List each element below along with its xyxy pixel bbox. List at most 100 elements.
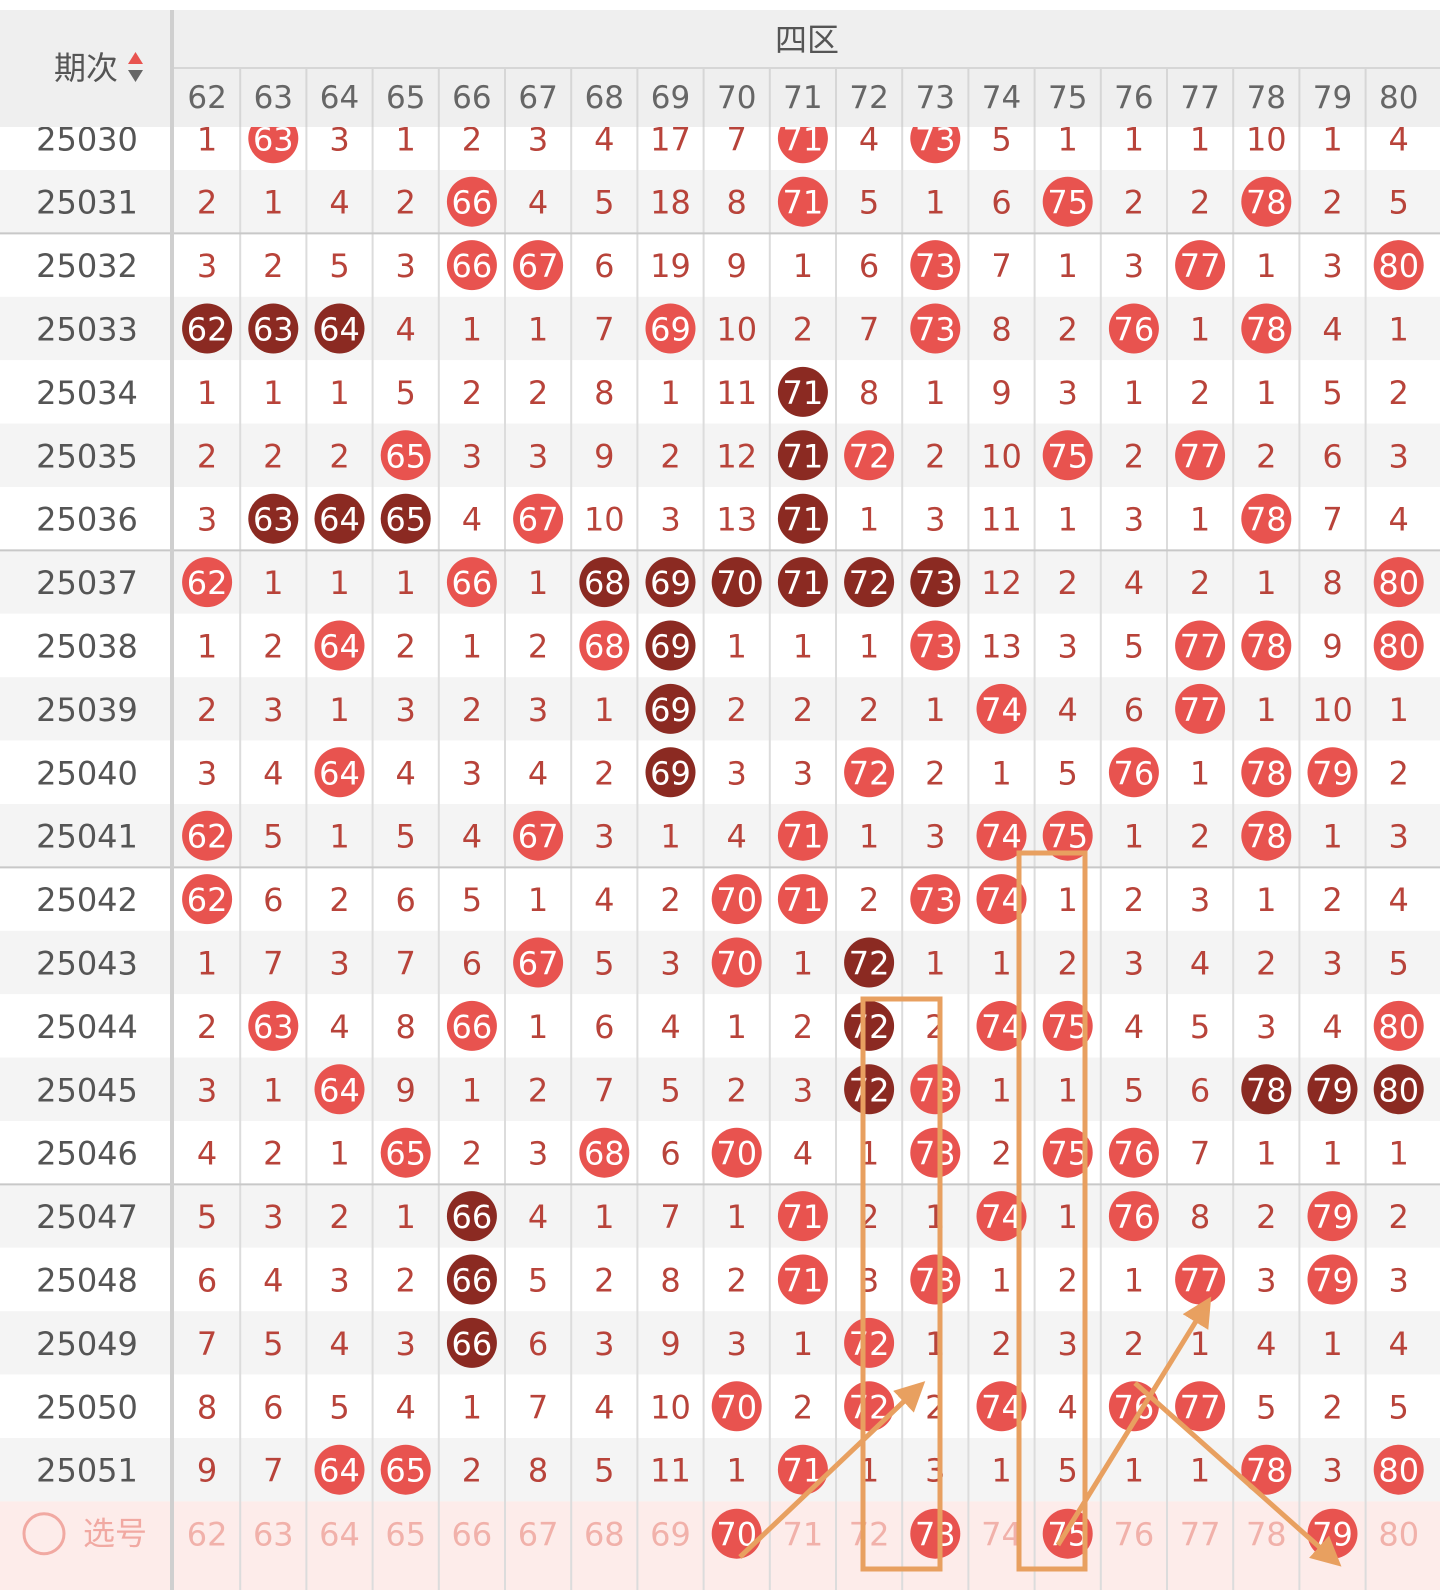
- cell-number: 13: [716, 501, 757, 539]
- cell-number: 7: [263, 945, 283, 983]
- cell-number: 4: [594, 120, 614, 158]
- cell-number: 3: [396, 1325, 416, 1363]
- ball-number: 78: [1246, 1071, 1287, 1109]
- period: 25048: [36, 1262, 138, 1300]
- column-header: 80: [1379, 80, 1418, 116]
- ball: [314, 620, 365, 671]
- period: 25037: [36, 564, 138, 602]
- cell-number: 2: [1389, 754, 1409, 792]
- ball-number: 69: [650, 691, 691, 729]
- cell-number: 65: [385, 1516, 426, 1554]
- column-header: 62: [187, 80, 226, 116]
- ball-number: 72: [849, 1008, 890, 1046]
- ball-number: 71: [783, 818, 824, 856]
- cell-number: 2: [462, 1135, 482, 1173]
- cell-number: 1: [727, 1008, 747, 1046]
- cell-number: 2: [1190, 818, 1210, 856]
- ball: [1373, 240, 1424, 291]
- cell-number: 8: [859, 374, 879, 412]
- cell-number: 5: [1389, 1388, 1409, 1426]
- period: 25039: [36, 691, 138, 729]
- ball: [182, 810, 233, 861]
- column-header: 70: [717, 80, 756, 116]
- ball-number: 72: [849, 564, 890, 602]
- cell-number: 3: [727, 1325, 747, 1363]
- cell-number: 7: [1190, 1135, 1210, 1173]
- ball: [711, 1127, 762, 1178]
- cell-number: 9: [727, 247, 747, 285]
- cell-number: 2: [1322, 184, 1342, 222]
- cell-number: 62: [187, 1516, 228, 1554]
- ball-number: 63: [253, 501, 294, 539]
- ball: [1108, 1191, 1159, 1242]
- cell-number: 1: [594, 691, 614, 729]
- cell-number: 3: [859, 1262, 879, 1300]
- period: 25051: [36, 1452, 138, 1490]
- ball: [446, 557, 497, 608]
- ball-number: 71: [783, 881, 824, 919]
- cell-number: 13: [981, 628, 1022, 666]
- cell-number: 3: [1058, 374, 1078, 412]
- ball-number: 66: [452, 247, 493, 285]
- cell-number: 1: [1322, 818, 1342, 856]
- cell-number: 8: [1322, 564, 1342, 602]
- sort-up: [128, 52, 143, 64]
- ball-number: 62: [187, 564, 228, 602]
- cell-number: 1: [1256, 247, 1276, 285]
- cell-number: 9: [1322, 628, 1342, 666]
- cell-number: 1: [462, 311, 482, 349]
- ball: [1175, 240, 1226, 291]
- cell-number: 2: [197, 1008, 217, 1046]
- ball: [910, 303, 961, 354]
- cell-number: 8: [727, 184, 747, 222]
- ball: [711, 557, 762, 608]
- column-header: 63: [254, 80, 293, 116]
- cell-number: 3: [1058, 1325, 1078, 1363]
- ball: [910, 620, 961, 671]
- cell-number: 5: [1058, 754, 1078, 792]
- cell-number: 2: [197, 437, 217, 475]
- cell-number: 5: [1124, 1071, 1144, 1109]
- cell-number: 1: [1124, 120, 1144, 158]
- period: 25046: [36, 1135, 138, 1173]
- cell-number: 1: [925, 1198, 945, 1236]
- ball: [513, 937, 564, 988]
- cell-number: 18: [650, 184, 691, 222]
- cell-number: 1: [1124, 1452, 1144, 1490]
- ball-number: 64: [319, 501, 360, 539]
- cell-number: 2: [727, 691, 747, 729]
- ball-number: 77: [1180, 247, 1221, 285]
- cell-number: 3: [1190, 881, 1210, 919]
- ball: [182, 557, 233, 608]
- cell-number: 1: [197, 945, 217, 983]
- ball-number: 75: [1047, 1516, 1088, 1554]
- ball-number: 62: [187, 881, 228, 919]
- column-header: 79: [1313, 80, 1352, 116]
- cell-number: 2: [329, 1198, 349, 1236]
- cell-number: 6: [197, 1262, 217, 1300]
- cell-number: 8: [1190, 1198, 1210, 1236]
- cell-number: 7: [594, 311, 614, 349]
- ball: [314, 747, 365, 798]
- ball-number: 65: [385, 501, 426, 539]
- ball-number: 72: [849, 1325, 890, 1363]
- cell-number: 6: [859, 247, 879, 285]
- ball: [910, 557, 961, 608]
- ball-number: 80: [1378, 1452, 1419, 1490]
- cell-number: 1: [727, 1198, 747, 1236]
- cell-number: 5: [329, 247, 349, 285]
- cell-number: 2: [991, 1325, 1011, 1363]
- ball: [777, 810, 828, 861]
- cell-number: 1: [1058, 881, 1078, 919]
- ball: [248, 493, 299, 544]
- cell-number: 2: [1190, 184, 1210, 222]
- cell-number: 11: [716, 374, 757, 412]
- cell-number: 4: [1389, 1325, 1409, 1363]
- cell-number: 2: [925, 754, 945, 792]
- cell-number: 1: [528, 564, 548, 602]
- cell-number: 1: [727, 628, 747, 666]
- cell-number: 7: [197, 1325, 217, 1363]
- cell-number: 5: [263, 818, 283, 856]
- period: 25034: [36, 374, 138, 412]
- ball-number: 69: [650, 628, 691, 666]
